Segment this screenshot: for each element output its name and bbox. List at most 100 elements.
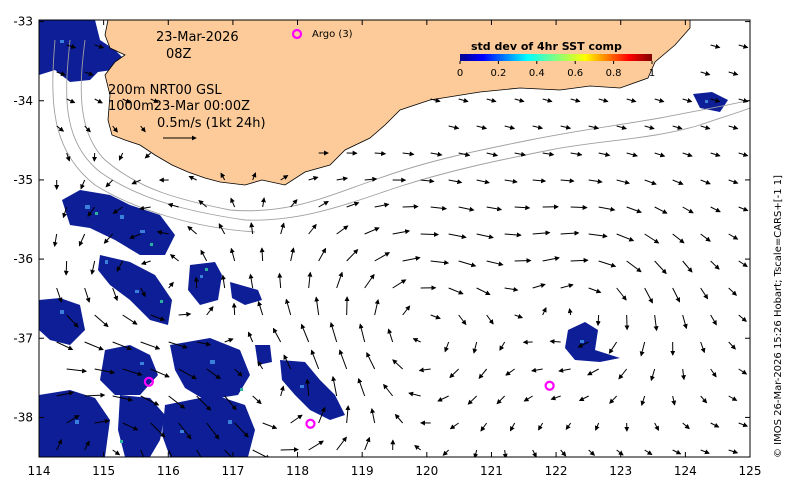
current-vector <box>90 260 96 275</box>
current-vector <box>249 222 255 235</box>
current-vector <box>392 279 407 289</box>
current-vector <box>224 395 237 411</box>
current-vector <box>672 125 683 130</box>
current-vector <box>700 125 711 130</box>
current-vector <box>129 233 141 240</box>
current-vector <box>682 314 688 330</box>
current-vector <box>532 449 537 457</box>
current-vector <box>122 422 139 431</box>
current-vector <box>654 422 660 432</box>
current-vector <box>700 179 711 185</box>
argo-floats <box>143 376 555 429</box>
scale-label: 0.5m/s (1kt 24h) <box>157 116 266 131</box>
current-vector <box>56 287 63 303</box>
current-vector <box>103 233 114 244</box>
current-vector <box>374 298 380 316</box>
current-vector <box>570 204 588 210</box>
current-vector <box>478 368 488 380</box>
current-vector <box>112 287 119 302</box>
argo-legend-label: Argo (3) <box>312 29 353 40</box>
current-vector <box>140 287 146 298</box>
current-vectors <box>52 43 749 457</box>
y-tick-label: -34 <box>13 94 33 108</box>
x-axis: 114 115 116 117 118 119 120 121 122 123 124 125 <box>28 20 761 478</box>
y-tick-label: -38 <box>13 410 33 424</box>
current-vector <box>653 314 659 332</box>
current-vector <box>728 395 738 401</box>
current-vector <box>168 449 173 457</box>
current-vector <box>560 230 580 236</box>
current-vector <box>467 395 478 405</box>
current-vector <box>486 152 499 157</box>
current-vector <box>84 125 91 133</box>
current-vector <box>588 449 596 456</box>
current-vector <box>402 204 419 210</box>
current-vector <box>231 302 237 316</box>
current-vector <box>560 449 567 457</box>
current-vector <box>626 206 642 214</box>
current-vector <box>710 43 721 49</box>
current-vector <box>308 223 317 235</box>
current-vector <box>272 327 282 343</box>
current-vector <box>206 368 221 380</box>
current-vector <box>329 322 338 343</box>
current-vector <box>420 178 435 184</box>
current-vector <box>206 422 220 440</box>
current-vector <box>220 274 226 289</box>
y-tick-label: -33 <box>13 15 33 29</box>
current-vector <box>168 395 186 409</box>
current-vector <box>728 287 738 296</box>
current-vector <box>56 438 62 451</box>
current-vector <box>196 341 212 347</box>
colorbar-tick-label: 0.2 <box>490 68 506 79</box>
x-tick-label: 115 <box>92 464 115 478</box>
sst-patch <box>118 395 165 457</box>
current-vector <box>728 179 739 185</box>
current-vector <box>224 449 233 457</box>
current-vector <box>700 233 711 242</box>
current-vector <box>300 323 310 343</box>
current-vector <box>66 414 80 424</box>
x-tick-label: 119 <box>351 464 374 478</box>
current-vector <box>87 206 96 217</box>
current-vector <box>178 368 197 380</box>
current-vector <box>458 152 471 157</box>
current-vector <box>118 152 124 161</box>
current-vector <box>594 422 600 431</box>
current-vector <box>565 422 572 430</box>
current-vector <box>449 368 460 379</box>
current-vector <box>56 125 65 132</box>
current-vector <box>672 449 682 455</box>
current-vector <box>682 206 694 214</box>
current-vector <box>387 328 394 343</box>
current-vector <box>626 98 637 103</box>
current-vector <box>196 449 202 457</box>
current-vector <box>626 152 638 158</box>
current-vector <box>496 395 506 405</box>
current-vector <box>682 98 693 103</box>
current-vector <box>738 368 748 375</box>
x-tick-label: 124 <box>674 464 697 478</box>
current-vector <box>318 406 326 424</box>
current-vector <box>78 233 86 247</box>
current-vector <box>66 368 88 374</box>
sst-patch <box>255 345 272 365</box>
current-vector <box>84 392 106 398</box>
current-vector <box>280 175 289 181</box>
current-vector <box>336 271 344 289</box>
current-vector <box>578 395 589 402</box>
current-vector <box>616 449 624 456</box>
current-vector <box>336 176 349 182</box>
current-vector <box>308 440 324 451</box>
current-vector <box>80 179 86 190</box>
current-vector <box>305 378 311 397</box>
current-vector <box>618 368 628 380</box>
current-vector <box>374 202 390 208</box>
current-vector <box>94 368 116 375</box>
current-vector <box>728 71 739 76</box>
current-vector <box>394 413 404 424</box>
colorbar-tick-label: 0.6 <box>567 68 583 79</box>
current-vector <box>542 151 555 157</box>
current-vector <box>570 257 589 263</box>
